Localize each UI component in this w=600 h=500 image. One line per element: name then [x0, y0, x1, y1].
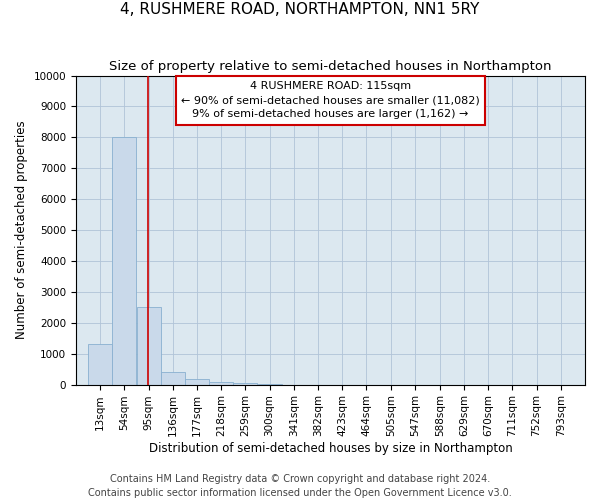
Title: Size of property relative to semi-detached houses in Northampton: Size of property relative to semi-detach… — [109, 60, 552, 73]
Text: Contains HM Land Registry data © Crown copyright and database right 2024.
Contai: Contains HM Land Registry data © Crown c… — [88, 474, 512, 498]
Bar — [161, 372, 185, 384]
Bar — [209, 382, 233, 384]
X-axis label: Distribution of semi-detached houses by size in Northampton: Distribution of semi-detached houses by … — [149, 442, 512, 455]
Bar — [112, 138, 136, 384]
Bar — [137, 308, 161, 384]
Bar — [185, 379, 209, 384]
Bar — [88, 344, 112, 385]
Bar — [233, 383, 257, 384]
Text: 4, RUSHMERE ROAD, NORTHAMPTON, NN1 5RY: 4, RUSHMERE ROAD, NORTHAMPTON, NN1 5RY — [121, 2, 479, 18]
Y-axis label: Number of semi-detached properties: Number of semi-detached properties — [15, 121, 28, 340]
Text: 4 RUSHMERE ROAD: 115sqm
← 90% of semi-detached houses are smaller (11,082)
9% of: 4 RUSHMERE ROAD: 115sqm ← 90% of semi-de… — [181, 82, 480, 120]
